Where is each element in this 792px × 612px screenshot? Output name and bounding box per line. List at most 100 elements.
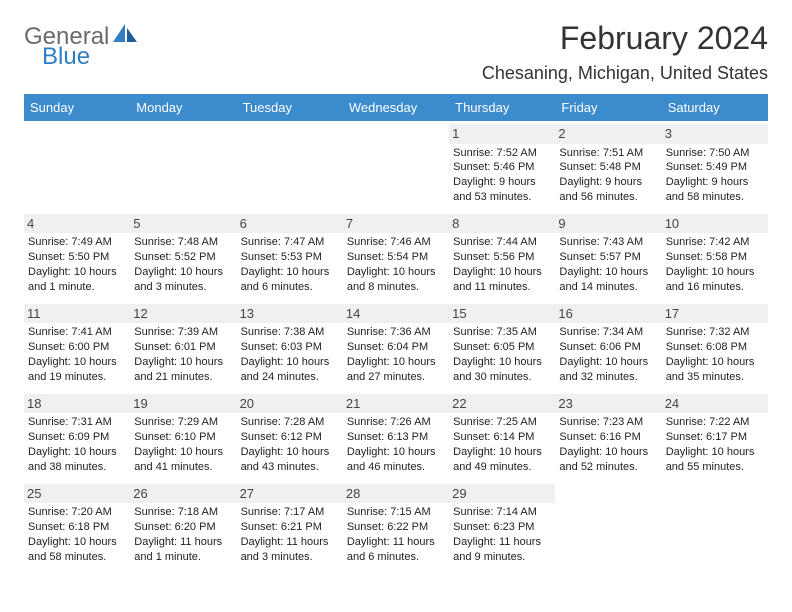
sunset-text: Sunset: 5:49 PM [666,160,764,175]
daylight-text: Daylight: 10 hours [28,535,126,550]
daylight-text: Daylight: 10 hours [134,355,232,370]
title-block: February 2024 Chesaning, Michigan, Unite… [482,20,768,84]
sunrise-text: Sunrise: 7:29 AM [134,415,232,430]
day-cell: 26Sunrise: 7:18 AMSunset: 6:20 PMDayligh… [130,481,236,571]
daylight-text: and 3 minutes. [134,280,232,295]
empty-cell [555,481,661,571]
day-number: 8 [449,214,555,234]
sunrise-text: Sunrise: 7:31 AM [28,415,126,430]
day-cell: 18Sunrise: 7:31 AMSunset: 6:09 PMDayligh… [24,391,130,481]
daylight-text: and 41 minutes. [134,460,232,475]
calendar-page: General Blue February 2024 Chesaning, Mi… [0,0,792,581]
sunrise-text: Sunrise: 7:34 AM [559,325,657,340]
day-cell: 29Sunrise: 7:14 AMSunset: 6:23 PMDayligh… [449,481,555,571]
sunrise-text: Sunrise: 7:49 AM [28,235,126,250]
day-cell: 6Sunrise: 7:47 AMSunset: 5:53 PMDaylight… [237,211,343,301]
sunset-text: Sunset: 5:58 PM [666,250,764,265]
sunrise-text: Sunrise: 7:50 AM [666,146,764,161]
day-header: Friday [555,94,661,121]
daylight-text: Daylight: 9 hours [666,175,764,190]
sunset-text: Sunset: 5:54 PM [347,250,445,265]
day-number: 9 [555,214,661,234]
daylight-text: Daylight: 10 hours [134,265,232,280]
sunrise-text: Sunrise: 7:14 AM [453,505,551,520]
day-number: 14 [343,304,449,324]
day-header: Wednesday [343,94,449,121]
sunrise-text: Sunrise: 7:17 AM [241,505,339,520]
daylight-text: and 58 minutes. [28,550,126,565]
day-cell: 22Sunrise: 7:25 AMSunset: 6:14 PMDayligh… [449,391,555,481]
sunset-text: Sunset: 5:46 PM [453,160,551,175]
day-number: 27 [237,484,343,504]
daylight-text: and 14 minutes. [559,280,657,295]
sunset-text: Sunset: 6:05 PM [453,340,551,355]
daylight-text: Daylight: 11 hours [347,535,445,550]
daylight-text: Daylight: 10 hours [666,445,764,460]
daylight-text: Daylight: 9 hours [453,175,551,190]
sunset-text: Sunset: 6:08 PM [666,340,764,355]
sunrise-text: Sunrise: 7:25 AM [453,415,551,430]
sunset-text: Sunset: 6:20 PM [134,520,232,535]
day-number: 29 [449,484,555,504]
sunrise-text: Sunrise: 7:39 AM [134,325,232,340]
day-number: 16 [555,304,661,324]
daylight-text: Daylight: 10 hours [28,445,126,460]
day-number: 19 [130,394,236,414]
sunrise-text: Sunrise: 7:36 AM [347,325,445,340]
day-cell: 3Sunrise: 7:50 AMSunset: 5:49 PMDaylight… [662,121,768,211]
sunrise-text: Sunrise: 7:38 AM [241,325,339,340]
day-number: 23 [555,394,661,414]
week-row: 11Sunrise: 7:41 AMSunset: 6:00 PMDayligh… [24,301,768,391]
sunset-text: Sunset: 5:53 PM [241,250,339,265]
daylight-text: and 21 minutes. [134,370,232,385]
empty-cell [130,121,236,211]
sunset-text: Sunset: 6:23 PM [453,520,551,535]
day-cell: 2Sunrise: 7:51 AMSunset: 5:48 PMDaylight… [555,121,661,211]
week-row: 4Sunrise: 7:49 AMSunset: 5:50 PMDaylight… [24,211,768,301]
day-header: Sunday [24,94,130,121]
day-cell: 20Sunrise: 7:28 AMSunset: 6:12 PMDayligh… [237,391,343,481]
daylight-text: and 1 minute. [134,550,232,565]
sunset-text: Sunset: 6:13 PM [347,430,445,445]
daylight-text: Daylight: 10 hours [347,265,445,280]
daylight-text: and 58 minutes. [666,190,764,205]
daylight-text: and 19 minutes. [28,370,126,385]
daylight-text: and 32 minutes. [559,370,657,385]
sunrise-text: Sunrise: 7:42 AM [666,235,764,250]
sunset-text: Sunset: 6:10 PM [134,430,232,445]
sunset-text: Sunset: 6:21 PM [241,520,339,535]
calendar-table: SundayMondayTuesdayWednesdayThursdayFrid… [24,94,768,571]
sunrise-text: Sunrise: 7:28 AM [241,415,339,430]
sunrise-text: Sunrise: 7:47 AM [241,235,339,250]
daylight-text: Daylight: 10 hours [453,355,551,370]
daylight-text: and 11 minutes. [453,280,551,295]
empty-cell [662,481,768,571]
day-cell: 4Sunrise: 7:49 AMSunset: 5:50 PMDaylight… [24,211,130,301]
sunset-text: Sunset: 6:01 PM [134,340,232,355]
daylight-text: Daylight: 10 hours [28,265,126,280]
day-number: 10 [662,214,768,234]
day-number: 25 [24,484,130,504]
calendar-body: 1Sunrise: 7:52 AMSunset: 5:46 PMDaylight… [24,121,768,571]
sunset-text: Sunset: 6:00 PM [28,340,126,355]
sunset-text: Sunset: 6:03 PM [241,340,339,355]
day-cell: 28Sunrise: 7:15 AMSunset: 6:22 PMDayligh… [343,481,449,571]
day-cell: 24Sunrise: 7:22 AMSunset: 6:17 PMDayligh… [662,391,768,481]
header-row: General Blue February 2024 Chesaning, Mi… [24,20,768,84]
calendar-head: SundayMondayTuesdayWednesdayThursdayFrid… [24,94,768,121]
daylight-text: and 8 minutes. [347,280,445,295]
sunset-text: Sunset: 6:22 PM [347,520,445,535]
daylight-text: and 9 minutes. [453,550,551,565]
sunrise-text: Sunrise: 7:41 AM [28,325,126,340]
sunrise-text: Sunrise: 7:15 AM [347,505,445,520]
day-number: 22 [449,394,555,414]
logo: General Blue [24,20,139,69]
day-header: Tuesday [237,94,343,121]
daylight-text: and 24 minutes. [241,370,339,385]
day-cell: 27Sunrise: 7:17 AMSunset: 6:21 PMDayligh… [237,481,343,571]
daylight-text: Daylight: 10 hours [666,355,764,370]
day-cell: 11Sunrise: 7:41 AMSunset: 6:00 PMDayligh… [24,301,130,391]
daylight-text: Daylight: 10 hours [559,355,657,370]
day-cell: 21Sunrise: 7:26 AMSunset: 6:13 PMDayligh… [343,391,449,481]
daylight-text: Daylight: 9 hours [559,175,657,190]
